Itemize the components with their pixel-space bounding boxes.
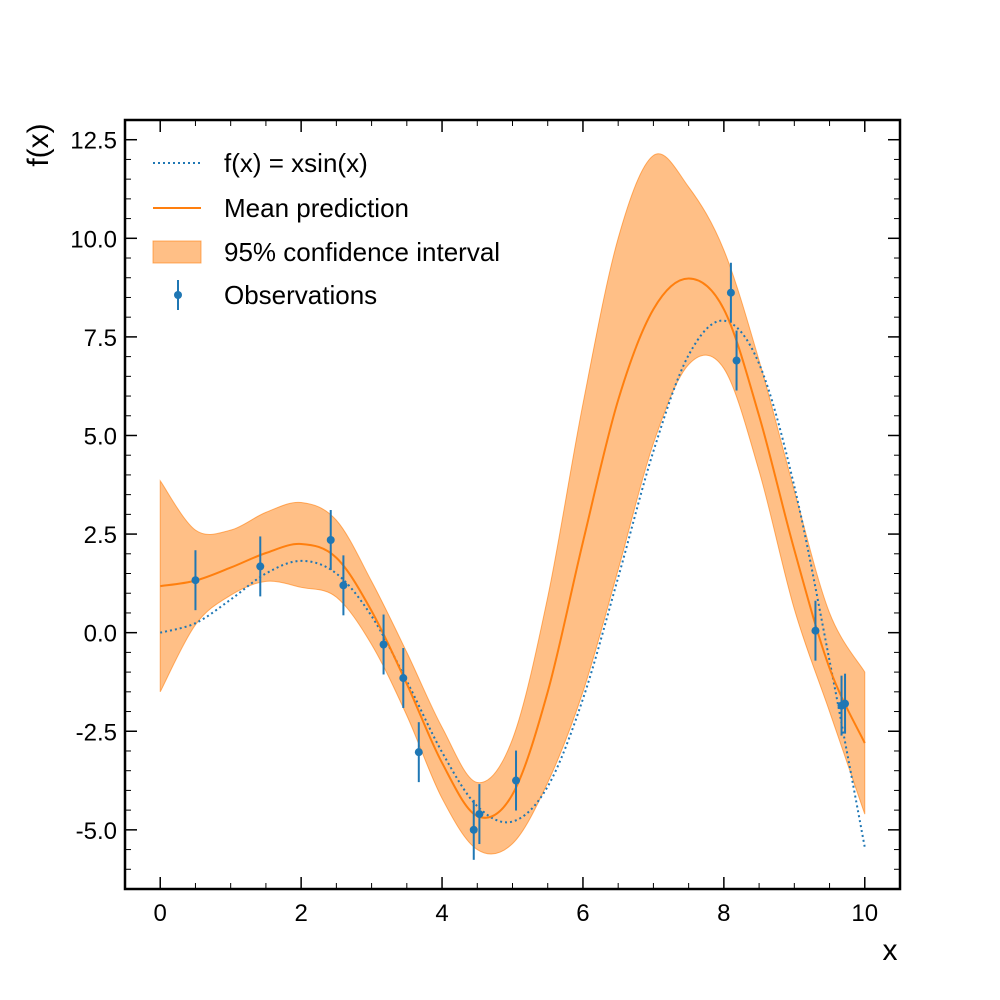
legend-label-observations: Observations: [224, 280, 377, 310]
observation-point: [339, 555, 348, 616]
observation-point: [191, 550, 200, 611]
y-tick-label: -2.5: [76, 719, 117, 746]
legend: f(x) = xsin(x) Mean prediction 95% confi…: [152, 148, 500, 310]
observation-point: [399, 648, 408, 708]
y-tick-label: 10.0: [70, 226, 117, 253]
plot-area: [159, 153, 866, 860]
mean-prediction-line: [160, 277, 866, 819]
observation-marker: [512, 776, 521, 785]
observation-marker: [841, 699, 850, 708]
true-function-line: [159, 319, 866, 848]
observation-point: [414, 722, 423, 783]
observation-point: [475, 784, 484, 845]
tick-labels: 0 2 4 6 8 10 -5.0 -2.5 0.0 2.5 5.0 7.5 10.0 12.5: [70, 128, 878, 927]
observation-marker: [399, 674, 408, 683]
observation-point: [326, 510, 335, 570]
y-tick-label: 2.5: [84, 522, 117, 549]
observation-point: [732, 330, 741, 391]
x-tick-label: 0: [154, 900, 167, 927]
x-tick-label: 10: [851, 900, 878, 927]
observation-marker: [469, 825, 478, 834]
y-tick-label: -5.0: [76, 818, 117, 845]
y-tick-label: 12.5: [70, 128, 117, 155]
observation-marker: [379, 640, 388, 649]
legend-label-true-function: f(x) = xsin(x): [224, 148, 368, 178]
y-tick-label: 7.5: [84, 325, 117, 352]
observation-point: [726, 262, 735, 323]
y-tick-label: 0.0: [84, 621, 117, 648]
x-tick-label: 6: [576, 900, 589, 927]
observation-point: [811, 600, 820, 661]
y-tick-label: 5.0: [84, 423, 117, 450]
x-axis-label: x: [883, 934, 898, 967]
y-axis-label: f(x): [22, 123, 55, 166]
legend-swatch-band: [152, 240, 202, 264]
x-tick-label: 4: [435, 900, 448, 927]
observation-marker: [326, 535, 335, 544]
observation-point: [512, 750, 521, 811]
plot-frame: [123, 118, 902, 891]
observation-marker: [339, 581, 348, 590]
observation-point: [469, 799, 478, 860]
observation-marker: [726, 288, 735, 297]
legend-label-band: 95% confidence interval: [224, 237, 500, 267]
legend-swatch-observations-marker: [174, 291, 182, 299]
observation-marker: [811, 626, 820, 635]
observation-marker: [732, 356, 741, 365]
x-tick-label: 8: [717, 900, 730, 927]
x-tick-label: 2: [294, 900, 307, 927]
observation-point: [841, 673, 850, 734]
observation-marker: [414, 748, 423, 757]
legend-label-mean: Mean prediction: [224, 193, 409, 223]
observation-marker: [475, 810, 484, 819]
observation-point: [379, 614, 388, 675]
observation-marker: [256, 562, 265, 571]
observation-point: [256, 536, 265, 597]
observation-marker: [191, 576, 200, 585]
